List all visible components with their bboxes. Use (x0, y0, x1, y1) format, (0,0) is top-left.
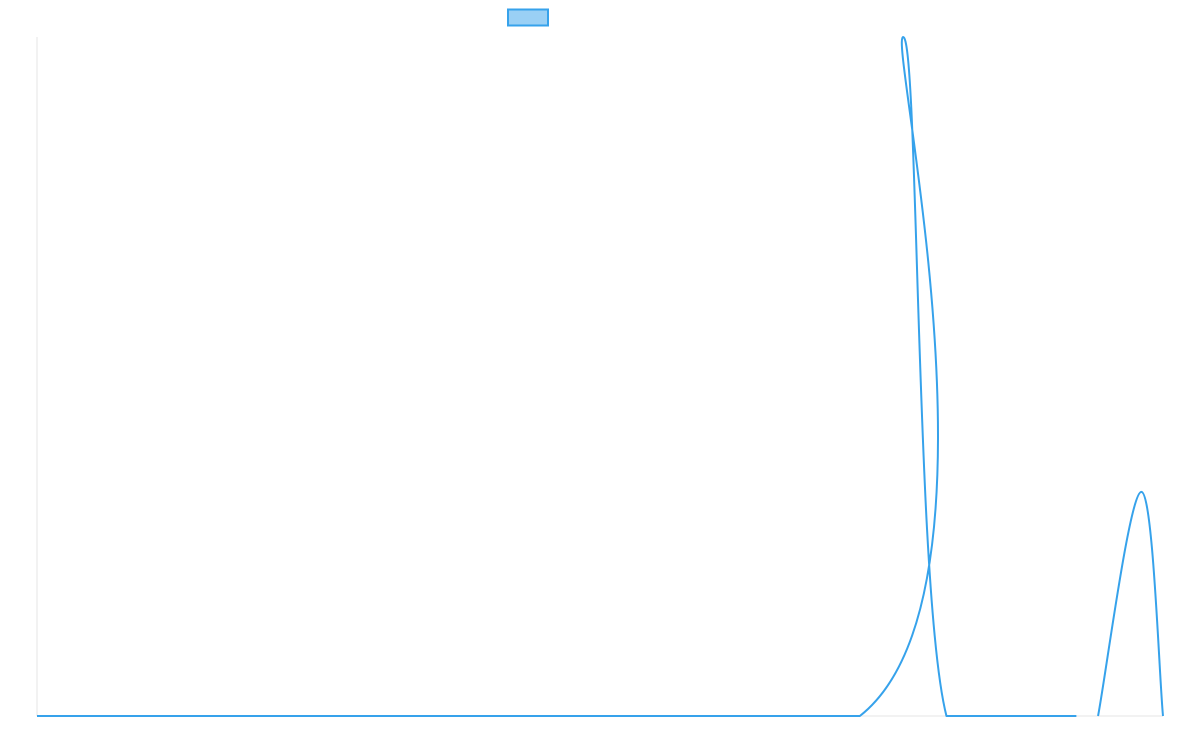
legend[interactable] (507, 8, 549, 27)
series-line-1 (1097, 490, 1164, 717)
series-line-0 (37, 36, 1077, 718)
axes (36, 37, 1163, 717)
series-group (37, 36, 1164, 718)
legend-swatch[interactable] (507, 8, 549, 27)
